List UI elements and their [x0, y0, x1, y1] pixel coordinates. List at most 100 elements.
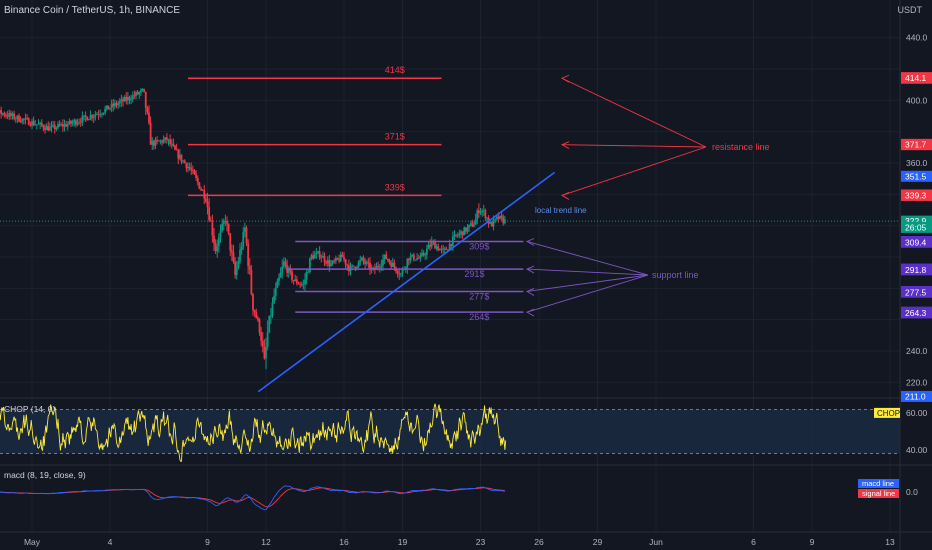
- candle-body: [386, 258, 389, 261]
- candle-body: [39, 122, 42, 124]
- time-tick-label: 13: [885, 537, 895, 547]
- candle-body: [135, 92, 137, 96]
- candle-body: [6, 115, 9, 117]
- macd-legend-bg: [858, 489, 899, 498]
- candle-body: [146, 107, 149, 113]
- resistance-arrow: [561, 146, 707, 196]
- symbol-title: Binance Coin / TetherUS, 1h, BINANCE: [4, 5, 181, 16]
- candle-body: [99, 114, 102, 116]
- candle-body: [297, 283, 300, 285]
- candle-body: [360, 257, 363, 260]
- candle-body: [58, 124, 61, 126]
- candle-body: [278, 277, 280, 281]
- candle-body: [469, 223, 472, 225]
- candle-body: [252, 293, 254, 311]
- time-axis: May 4 9 12 16 19 23 26 29 Jun 6 9 13: [24, 537, 895, 547]
- level-label: 277$: [469, 291, 489, 301]
- candle-body: [440, 248, 443, 250]
- candle-body: [437, 246, 440, 251]
- candle-body: [172, 143, 175, 146]
- candle-body: [320, 257, 323, 259]
- candle-body: [60, 124, 63, 126]
- level-label: 371$: [385, 132, 405, 142]
- time-tick-label: 4: [108, 537, 113, 547]
- candle-body: [307, 271, 310, 273]
- candle-body: [191, 170, 194, 171]
- time-tick-label: May: [24, 537, 41, 547]
- time-tick-label: 12: [261, 537, 271, 547]
- price-badge-text: 322.9: [905, 216, 927, 226]
- candle-body: [499, 215, 501, 219]
- candle-body: [305, 271, 308, 280]
- candle-body: [84, 115, 87, 118]
- candle-body: [282, 261, 285, 267]
- candle-body: [291, 271, 293, 281]
- candle-body: [474, 219, 477, 225]
- candle-body: [388, 260, 391, 263]
- candle-body: [458, 233, 461, 236]
- candle-body: [325, 261, 328, 264]
- candle-body: [466, 227, 469, 232]
- candle-body: [48, 127, 51, 131]
- price-axis: 440.0400.0360.0240.0220.0414.5414.1371.9…: [901, 33, 932, 402]
- candle-body: [456, 235, 459, 237]
- candle-body: [484, 210, 487, 218]
- candle-body: [16, 115, 19, 119]
- macd-title: macd (8, 19, close, 9): [4, 470, 86, 480]
- candle-body: [447, 249, 449, 251]
- candle-body: [143, 88, 146, 92]
- candle-body: [367, 262, 370, 263]
- candle-body: [276, 280, 279, 288]
- price-label-badge: 277.5: [901, 286, 932, 298]
- candle-body: [408, 258, 410, 261]
- candle-body: [175, 149, 178, 151]
- candle-body: [204, 198, 207, 202]
- candle-body: [354, 266, 357, 269]
- time-tick-label: 26: [534, 537, 544, 547]
- candle-body: [352, 265, 355, 267]
- time-tick-label: 23: [476, 537, 486, 547]
- arrow-head: [525, 265, 535, 274]
- candle-body: [378, 267, 381, 268]
- resistance-arrow: [561, 77, 707, 148]
- candle-body: [217, 237, 220, 247]
- candle-body: [341, 254, 344, 258]
- level-label: 291$: [464, 269, 484, 279]
- price-badge-bg: [901, 170, 932, 182]
- price-badge-text: 26:05: [905, 222, 927, 232]
- candle-body: [79, 121, 82, 123]
- candle-body: [404, 267, 407, 269]
- candle-body: [133, 95, 136, 97]
- candle-body: [18, 115, 20, 122]
- resistance-annotation: resistance line: [560, 74, 770, 200]
- candle-body: [396, 271, 399, 274]
- candle-body: [42, 125, 45, 129]
- candle-body: [94, 114, 97, 117]
- candle-body: [302, 284, 305, 286]
- candle-body: [250, 269, 253, 294]
- candle-body: [435, 246, 438, 249]
- candle-body: [174, 145, 176, 150]
- candle-body: [357, 261, 360, 267]
- price-label-badge: 322.9: [901, 215, 932, 227]
- candle-body: [411, 254, 414, 257]
- price-badge-text: 211.0: [905, 391, 926, 401]
- candle-body: [321, 256, 324, 258]
- chop-title: CHOP (14, 0): [4, 404, 56, 414]
- candle-body: [159, 140, 162, 142]
- price-badge-bg: [901, 72, 932, 84]
- price-label-badge: 371.7: [901, 139, 932, 151]
- candle-body: [391, 262, 394, 267]
- candle-body: [31, 121, 33, 126]
- candle-body: [27, 118, 30, 125]
- candle-body: [299, 284, 302, 285]
- candle-body: [294, 279, 297, 282]
- candle-body: [271, 302, 274, 316]
- candle-body: [24, 118, 27, 120]
- candle-body: [281, 266, 284, 273]
- price-tick-label: 440.0: [906, 33, 928, 43]
- candle-body: [86, 117, 89, 121]
- candle-body: [359, 259, 362, 262]
- candle-body: [312, 255, 315, 259]
